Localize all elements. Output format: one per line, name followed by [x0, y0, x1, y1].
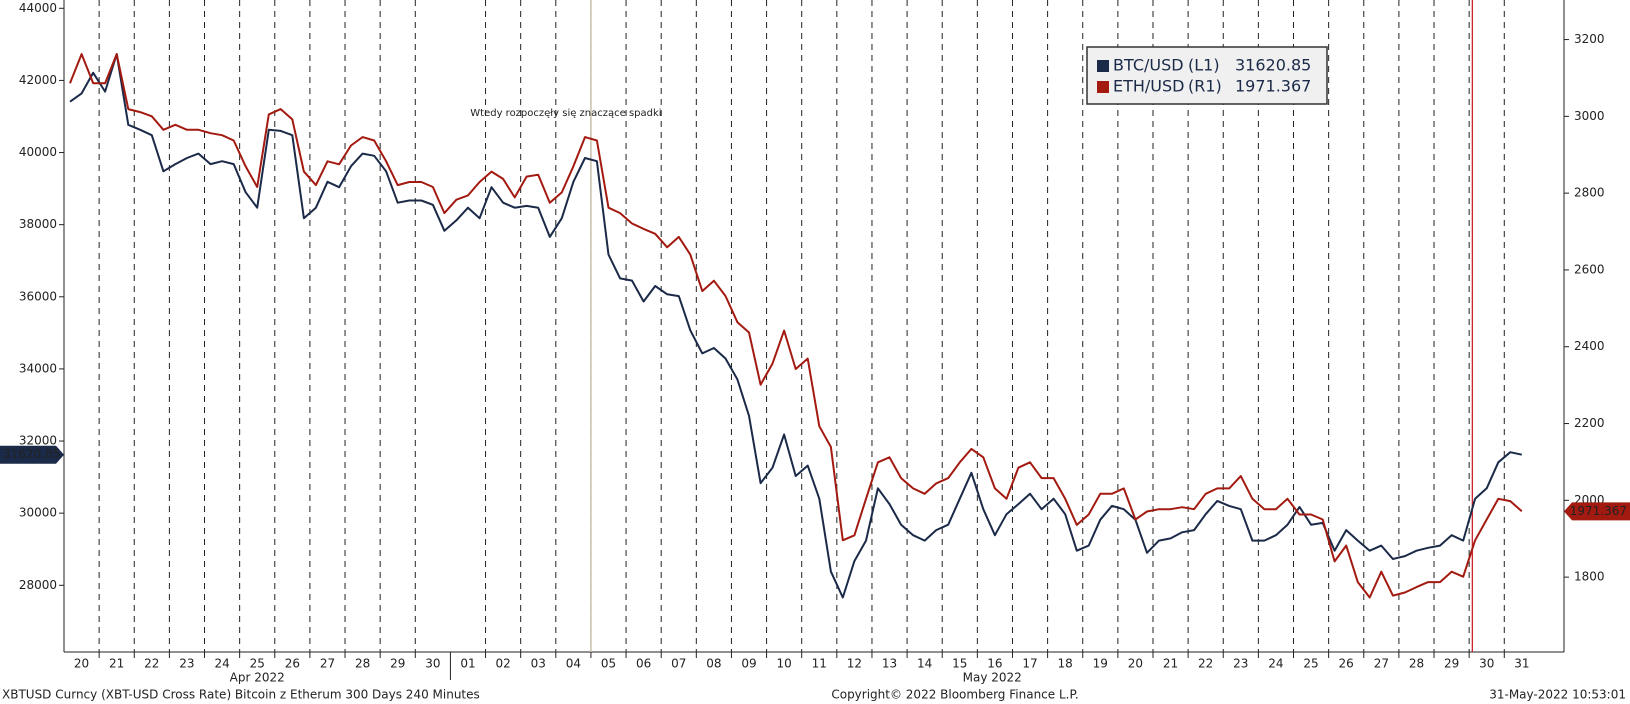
last-value-box: [0, 445, 64, 464]
y-tick-label: 30000: [19, 506, 57, 520]
legend-name: BTC/USD: [1113, 56, 1184, 75]
footer-center: Copyright© 2022 Bloomberg Finance L.P.: [831, 688, 1078, 702]
x-tick-label: 28: [355, 657, 370, 671]
x-tick-label: 30: [425, 657, 440, 671]
legend-swatch: [1097, 81, 1109, 93]
x-tick-label: 31: [1514, 657, 1529, 671]
last-value-box: [1564, 502, 1630, 521]
legend: BTC/USD (L1) 31620.85 ETH/USD (R1) 1971.367: [1086, 46, 1328, 105]
x-tick-label: 20: [1128, 657, 1143, 671]
y2-tick-label: 2600: [1574, 262, 1605, 276]
x-tick-label: 18: [1058, 657, 1073, 671]
y-tick-label: 44000: [19, 1, 57, 15]
x-tick-label: 26: [1339, 657, 1354, 671]
x-tick-label: 21: [1163, 657, 1178, 671]
x-tick-label: 07: [671, 657, 686, 671]
x-tick-label: 02: [495, 657, 510, 671]
legend-axis: (L1): [1188, 56, 1220, 75]
last-value-label: 31620.85: [3, 447, 60, 461]
x-tick-label: 22: [144, 657, 159, 671]
y-tick-label: 40000: [19, 145, 57, 159]
y2-tick-label: 2400: [1574, 339, 1605, 353]
y-tick-label: 34000: [19, 361, 57, 375]
y-tick-label: 36000: [19, 289, 57, 303]
legend-swatch: [1097, 60, 1109, 72]
legend-axis: (R1): [1188, 77, 1222, 96]
x-tick-label: 24: [214, 657, 229, 671]
x-tick-label: 09: [741, 657, 756, 671]
legend-name: ETH/USD: [1113, 77, 1185, 96]
y-tick-label: 38000: [19, 217, 57, 231]
x-tick-label: 13: [882, 657, 897, 671]
x-tick-label: 25: [1303, 657, 1318, 671]
legend-value: 1971.367: [1235, 77, 1311, 96]
x-tick-label: 23: [179, 657, 194, 671]
y2-tick-label: 1800: [1574, 570, 1605, 584]
month-label: May 2022: [963, 671, 1022, 685]
x-tick-label: 29: [390, 657, 405, 671]
x-tick-label: 30: [1479, 657, 1494, 671]
x-tick-label: 25: [250, 657, 265, 671]
x-tick-label: 26: [285, 657, 300, 671]
x-tick-label: 10: [776, 657, 791, 671]
x-tick-label: 17: [1022, 657, 1037, 671]
x-tick-label: 28: [1409, 657, 1424, 671]
x-tick-label: 14: [917, 657, 932, 671]
footer-left: XBTUSD Curncy (XBT-USD Cross Rate) Bitco…: [2, 688, 480, 702]
y2-tick-label: 3200: [1574, 32, 1605, 46]
y2-tick-label: 2800: [1574, 186, 1605, 200]
series-line: [69, 53, 1523, 599]
x-tick-label: 19: [1093, 657, 1108, 671]
series-line: [69, 53, 1523, 599]
x-tick-label: 12: [847, 657, 862, 671]
month-label: Apr 2022: [230, 671, 285, 685]
legend-value: 31620.85: [1235, 56, 1311, 75]
last-value-label: 1971.367: [1570, 504, 1627, 518]
x-tick-label: 03: [531, 657, 546, 671]
x-tick-label: 23: [1233, 657, 1248, 671]
x-tick-label: 21: [109, 657, 124, 671]
annotation: Wtedy rozpoczęły się znaczące spadki: [470, 108, 661, 119]
y2-tick-label: 3000: [1574, 109, 1605, 123]
x-tick-label: 16: [987, 657, 1002, 671]
x-tick-label: 11: [812, 657, 827, 671]
y-tick-label: 32000: [19, 434, 57, 448]
footer-right: 31-May-2022 10:53:01: [1489, 688, 1626, 702]
x-tick-label: 24: [1268, 657, 1283, 671]
x-tick-label: 22: [1198, 657, 1213, 671]
y2-tick-label: 2200: [1574, 416, 1605, 430]
x-tick-label: 05: [601, 657, 616, 671]
x-tick-label: 08: [706, 657, 721, 671]
y-tick-label: 42000: [19, 73, 57, 87]
x-tick-label: 27: [320, 657, 335, 671]
x-tick-label: 04: [566, 657, 581, 671]
x-tick-label: 27: [1374, 657, 1389, 671]
x-tick-label: 06: [636, 657, 651, 671]
legend-box: [1086, 46, 1328, 105]
x-tick-label: 20: [74, 657, 89, 671]
x-tick-label: 01: [460, 657, 475, 671]
x-tick-label: 29: [1444, 657, 1459, 671]
x-tick-label: 15: [952, 657, 967, 671]
y-tick-label: 28000: [19, 578, 57, 592]
